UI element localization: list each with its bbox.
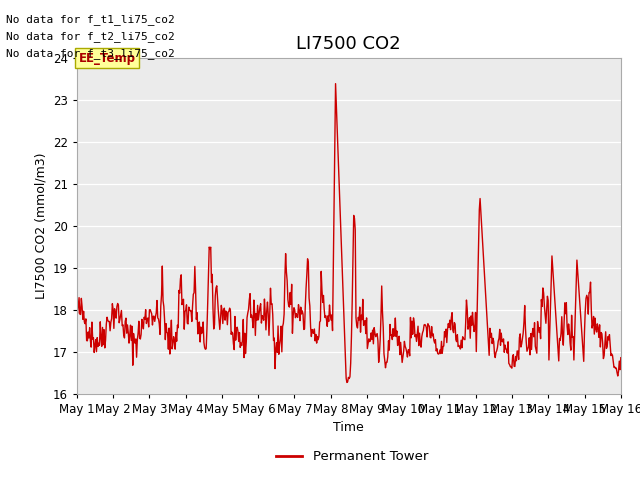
Title: LI7500 CO2: LI7500 CO2 xyxy=(296,35,401,53)
Legend: Permanent Tower: Permanent Tower xyxy=(271,445,433,468)
Text: No data for f_t1_li75_co2: No data for f_t1_li75_co2 xyxy=(6,14,175,25)
Text: EE_Temp: EE_Temp xyxy=(79,52,136,65)
Text: No data for f_t3_li75_co2: No data for f_t3_li75_co2 xyxy=(6,48,175,59)
Y-axis label: LI7500 CO2 (mmol/m3): LI7500 CO2 (mmol/m3) xyxy=(34,152,47,299)
X-axis label: Time: Time xyxy=(333,421,364,434)
Text: No data for f_t2_li75_co2: No data for f_t2_li75_co2 xyxy=(6,31,175,42)
